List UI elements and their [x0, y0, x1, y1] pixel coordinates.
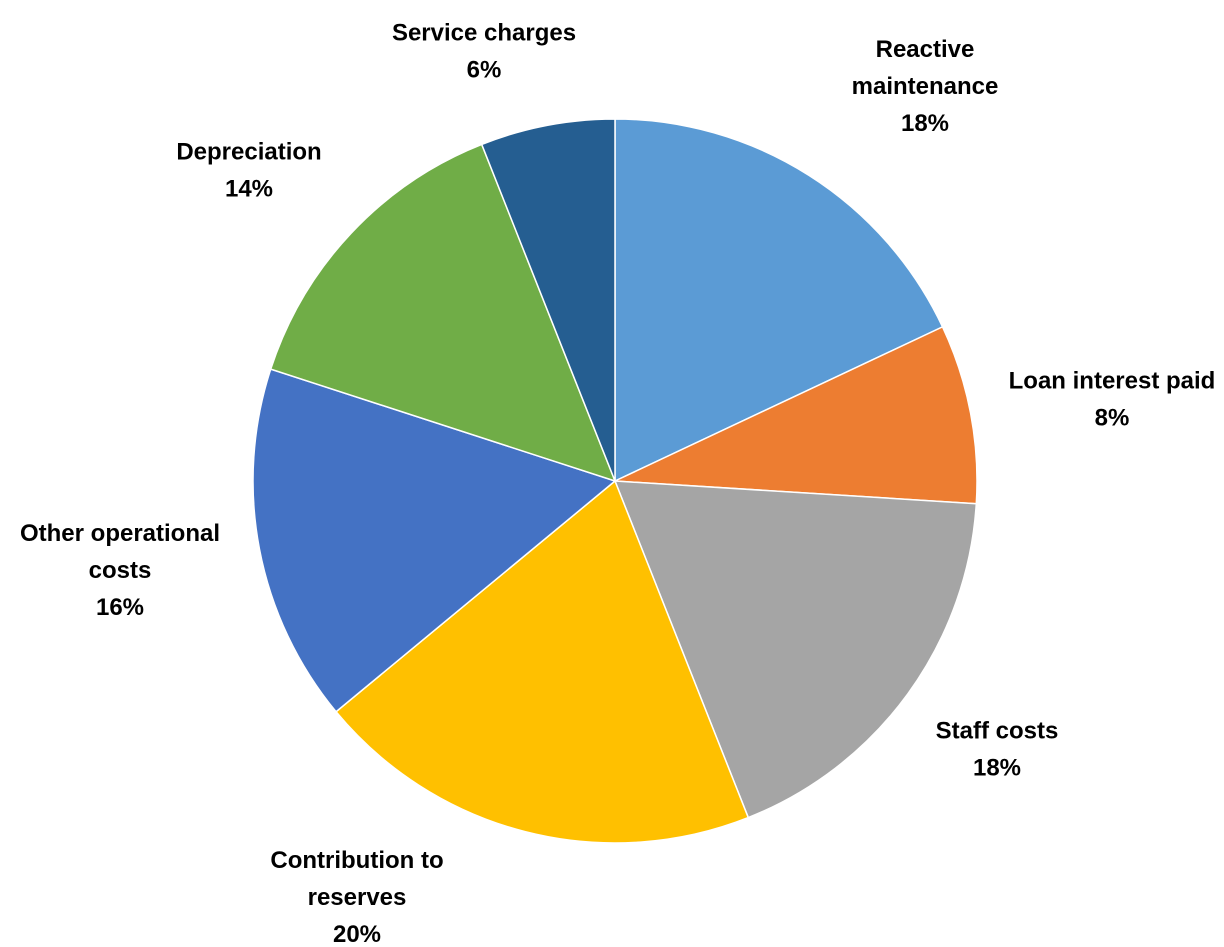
data-label-depreciation: Depreciation 14%	[176, 139, 321, 203]
pie-slice-contribution-to-reserves	[335, 479, 750, 844]
data-label-percent: 20%	[333, 921, 381, 947]
data-label-loan-interest-paid: Loan interest paid 8%	[1009, 368, 1216, 432]
data-label-category: maintenance	[852, 73, 999, 100]
data-label-other-operational-costs: Other operational costs 16%	[20, 520, 220, 621]
pie-slice-reactive-maintenance	[614, 118, 944, 483]
data-label-percent: 8%	[1095, 405, 1130, 432]
data-label-category: Other operational	[20, 520, 220, 547]
pie-labels: Reactive maintenance 18% Loan interest paid…	[20, 20, 1215, 947]
data-label-category: Staff costs	[936, 718, 1059, 745]
data-label-category: reserves	[308, 884, 407, 911]
data-label-category: Loan interest paid	[1009, 368, 1216, 395]
data-label-contribution-to-reserves: Contribution to reserves 20%	[270, 847, 443, 947]
pie-slices	[252, 118, 978, 844]
data-label-percent: 14%	[225, 176, 273, 203]
data-label-percent: 18%	[973, 755, 1021, 782]
data-label-category: Depreciation	[176, 139, 321, 166]
data-label-category: Service charges	[392, 20, 576, 47]
pie-slice-staff-costs	[613, 480, 978, 819]
data-label-percent: 16%	[96, 594, 144, 621]
data-label-category: Reactive	[876, 36, 975, 63]
pie-slice-other-operational-costs	[252, 368, 617, 713]
data-label-staff-costs: Staff costs 18%	[936, 718, 1059, 782]
data-label-percent: 6%	[467, 57, 502, 84]
data-label-percent: 18%	[901, 110, 949, 137]
data-label-category: costs	[89, 557, 152, 584]
pie-slice-depreciation	[269, 143, 617, 483]
data-label-category: Contribution to	[270, 847, 443, 874]
data-label-service-charges: Service charges 6%	[392, 20, 576, 84]
pie-slice-service-charges	[480, 118, 616, 482]
pie-slice-loan-interest-paid	[614, 325, 978, 505]
data-label-reactive-maintenance: Reactive maintenance 18%	[852, 36, 999, 137]
